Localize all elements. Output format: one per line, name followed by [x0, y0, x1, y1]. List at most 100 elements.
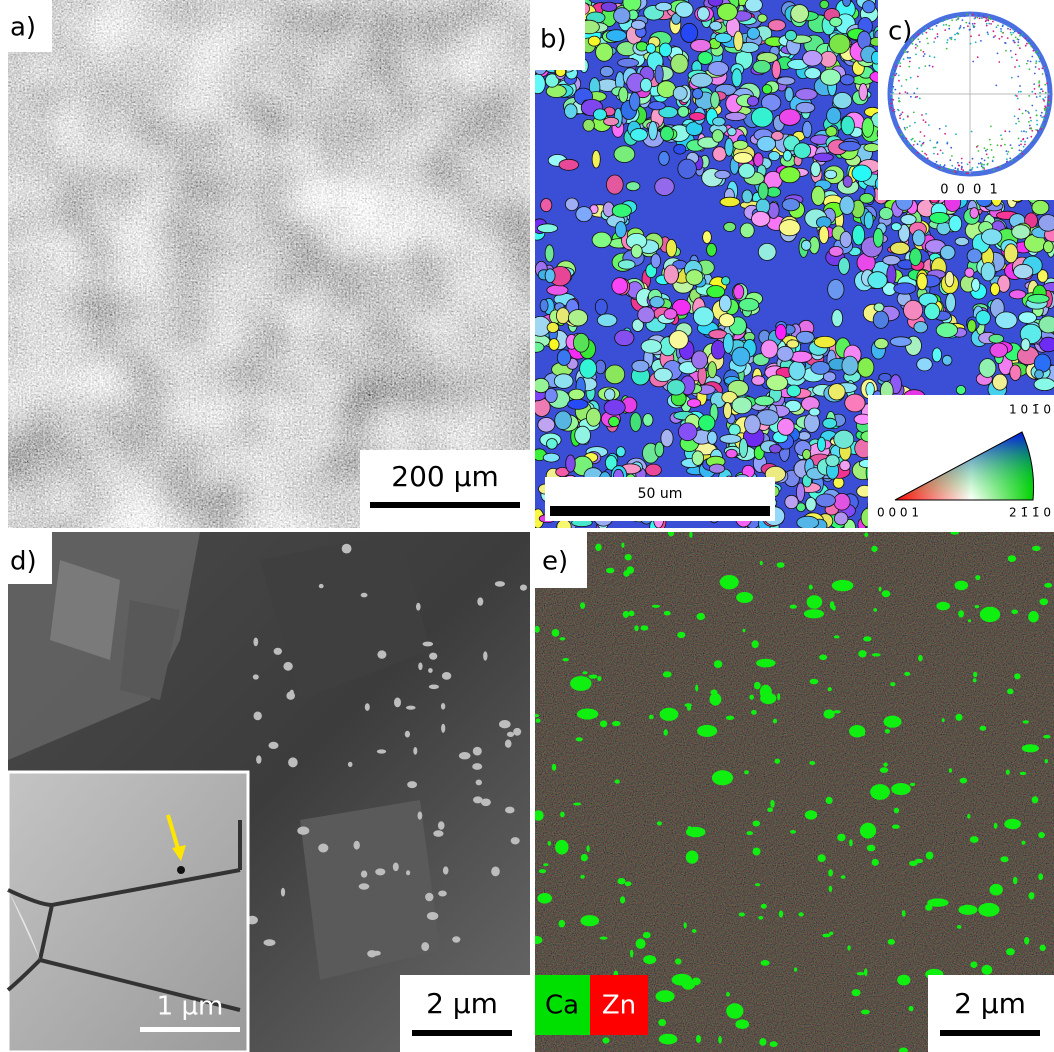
grain — [796, 89, 818, 100]
pole-point — [906, 127, 908, 129]
ca-particle — [804, 609, 824, 618]
pole-point — [1042, 73, 1044, 75]
pole-point — [1018, 91, 1020, 93]
pole-point — [917, 152, 919, 154]
pole-point — [972, 14, 974, 16]
ca-particle — [753, 821, 761, 827]
grain — [828, 384, 845, 400]
grain — [631, 129, 648, 142]
pole-point — [909, 125, 911, 127]
ca-particle — [658, 1019, 666, 1026]
ca-particle — [749, 695, 754, 700]
pole-point — [904, 139, 906, 141]
ca-particle — [871, 546, 877, 552]
pole-point — [1019, 85, 1021, 87]
pole-point — [1038, 54, 1040, 56]
grain — [732, 347, 750, 366]
grain — [1021, 339, 1030, 351]
grain — [820, 0, 829, 8]
grain — [840, 460, 851, 470]
pole-point — [946, 48, 948, 50]
grain — [615, 222, 626, 238]
precipitate — [481, 799, 491, 807]
pole-point — [1017, 32, 1019, 34]
pole-point — [1048, 102, 1050, 104]
pole-point — [1019, 153, 1021, 155]
pole-point — [892, 88, 894, 90]
pole-point — [929, 65, 931, 67]
pole-point — [891, 96, 893, 98]
grain — [713, 147, 727, 161]
grain — [776, 324, 787, 339]
grain — [783, 150, 791, 161]
ca-particle — [656, 990, 675, 1002]
precipitate — [491, 867, 500, 877]
pole-point — [954, 39, 956, 41]
grain — [875, 338, 889, 348]
pole-point — [974, 23, 976, 25]
pole-point — [1018, 138, 1020, 140]
ca-particle — [726, 716, 734, 720]
grain — [834, 430, 854, 448]
pole-point — [937, 166, 939, 168]
pole-point — [893, 109, 895, 111]
ca-particle — [652, 605, 660, 608]
pole-point — [1042, 67, 1044, 69]
grain — [720, 197, 740, 206]
pole-point — [914, 140, 916, 142]
ca-particle — [686, 851, 699, 864]
ca-particle — [753, 848, 761, 856]
pole-point — [899, 62, 901, 64]
pole-point — [1027, 60, 1029, 62]
grain — [712, 130, 723, 143]
grain — [967, 249, 982, 263]
pole-point — [1039, 95, 1041, 97]
pole-point — [962, 169, 964, 171]
pole-point — [892, 99, 894, 101]
pole-point — [917, 143, 919, 145]
pole-point — [932, 28, 934, 30]
grain — [725, 112, 746, 120]
grain — [710, 21, 722, 30]
pole-figure — [890, 13, 1050, 174]
pole-point — [907, 116, 909, 118]
grain — [828, 280, 844, 300]
pole-point — [1031, 91, 1033, 93]
pole-point — [936, 25, 938, 27]
pole-point — [1001, 138, 1003, 140]
ca-particle — [1008, 555, 1016, 562]
grain — [758, 14, 767, 22]
precipitate — [473, 747, 482, 756]
grain — [805, 68, 821, 79]
pole-point — [905, 79, 907, 81]
pole-point — [922, 33, 924, 35]
pole-point — [917, 38, 919, 40]
precipitate — [513, 728, 521, 736]
precipitate — [443, 866, 449, 874]
grain — [766, 375, 787, 391]
grain — [814, 336, 835, 347]
pole-point — [901, 134, 903, 136]
pole-point — [910, 77, 912, 79]
ca-particle — [580, 875, 584, 879]
ca-particle — [560, 637, 566, 640]
ca-particle — [915, 859, 923, 863]
grain — [785, 87, 793, 101]
pole-point — [1010, 144, 1012, 146]
pole-point — [1038, 80, 1040, 82]
grain — [614, 146, 635, 163]
ca-particle — [555, 840, 568, 855]
pole-point — [949, 159, 951, 161]
pole-point — [1007, 25, 1009, 27]
pole-point — [1044, 67, 1046, 69]
ca-particle — [1032, 796, 1039, 803]
precipitate — [254, 712, 262, 721]
ca-particle — [918, 655, 923, 661]
pole-point — [942, 20, 944, 22]
grain — [925, 303, 940, 319]
grain — [852, 165, 872, 181]
ca-particle — [581, 854, 588, 861]
pole-point — [1001, 36, 1003, 38]
pole-point — [988, 18, 990, 20]
ca-particle — [864, 968, 868, 976]
